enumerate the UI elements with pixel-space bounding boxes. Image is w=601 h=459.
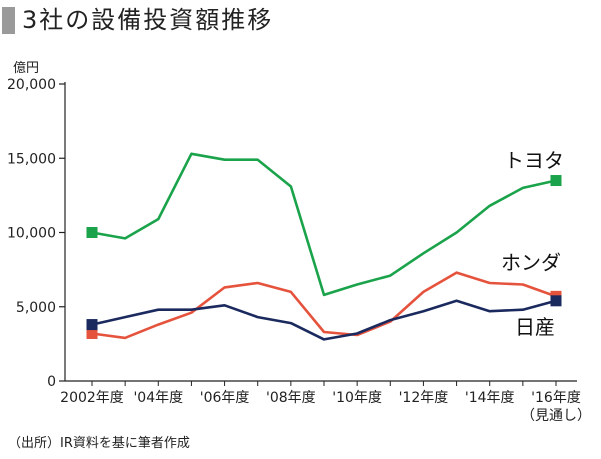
x-tick-label: '04年度 [133,390,183,406]
title-accent-bar [2,7,15,34]
x-tick-label: 2002年度 [60,390,124,406]
y-axis-unit-label: 億円 [13,61,40,76]
y-tick-label: 10,000 [7,226,56,242]
series-label: ホンダ [501,250,561,274]
x-tick-label: '16年度 [531,390,581,406]
axes [64,82,577,382]
series-line [91,299,557,341]
series-label: トヨタ [504,149,564,173]
x-tick-label: '06年度 [200,390,250,406]
y-tick-label: 0 [47,374,56,390]
chart-title: 3社の設備投資額推移 [22,6,274,34]
series-endpoint-marker [550,175,562,187]
series-line [91,152,557,297]
x-tick-label: '14年度 [465,390,515,406]
series-line [91,271,557,340]
y-ticks: 0 5,000 10,000 15,000 20,000 [7,77,65,390]
x-tick-label: '10年度 [332,390,382,406]
series-endpoint-marker [86,319,98,331]
x-tick-sublabel: （見通し） [521,408,591,424]
y-tick-label: 15,000 [7,151,56,167]
series-label: 日産 [515,315,555,339]
x-ticks: 2002年度 '04年度 '06年度 '08年度 '10年度 '12年度 '14年度 '16年… [60,381,591,424]
source-note: （出所）IR資料を基に筆者作成 [8,436,190,451]
series-endpoint-marker [86,227,98,238]
x-tick-label: '12年度 [399,390,449,406]
series-group [86,152,562,341]
y-tick-label: 5,000 [16,300,56,316]
y-tick-label: 20,000 [7,77,56,93]
series-endpoint-marker [86,327,98,339]
series-endpoint-marker [550,295,562,307]
x-tick-label: '08年度 [266,390,316,406]
